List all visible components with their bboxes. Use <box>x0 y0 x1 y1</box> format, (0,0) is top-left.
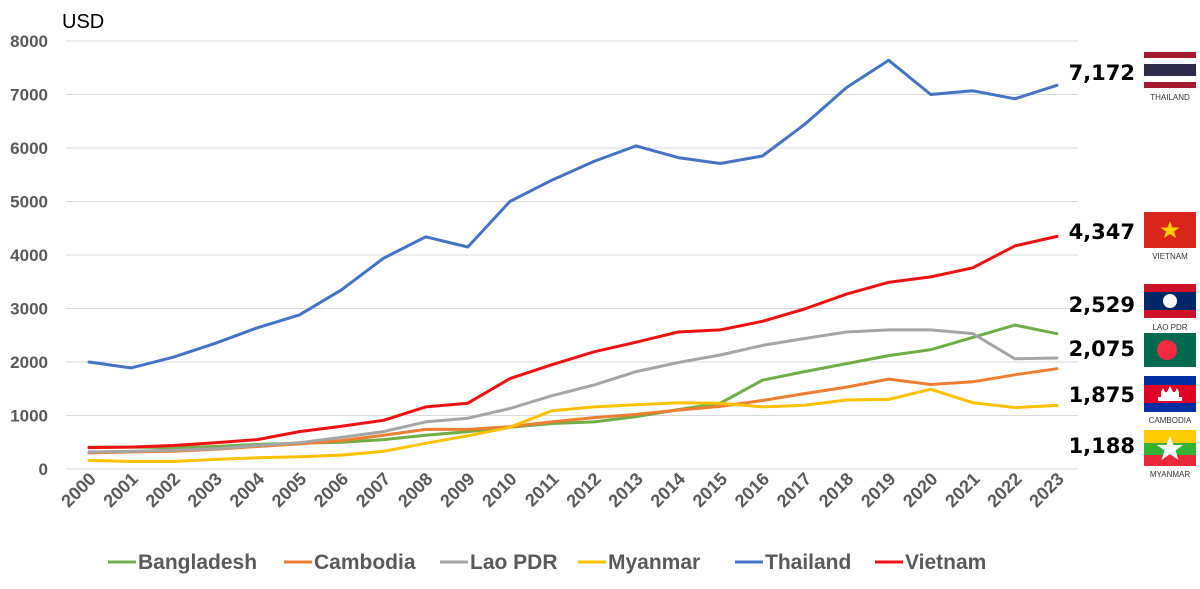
series-line-thailand <box>87 58 1059 370</box>
x-tick-label: 2001 <box>99 469 141 511</box>
legend-label: Myanmar <box>608 551 700 574</box>
series-line-myanmar <box>87 387 1059 463</box>
y-tick-label: 7000 <box>10 86 48 105</box>
legend-label: Lao PDR <box>470 551 558 574</box>
x-tick-label: 2013 <box>604 469 646 511</box>
series-line-bangladesh <box>87 323 1059 450</box>
thailand-flag-icon <box>1143 51 1197 89</box>
x-tick-label: 2002 <box>142 469 184 511</box>
legend-label: Bangladesh <box>138 551 257 574</box>
x-tick-label: 2014 <box>647 469 689 511</box>
x-axis: 2000 2001 2002 2003 2004 2005 2006 2007 2008 2009… <box>57 469 1067 511</box>
end-label-laos: 2,529 <box>1069 293 1135 317</box>
x-tick-label: 2015 <box>689 469 731 511</box>
series-line-vietnam <box>87 234 1059 450</box>
x-tick-label: 2019 <box>857 469 899 511</box>
y-axis: 0 1000 2000 3000 4000 5000 6000 7000 8000 <box>10 32 48 479</box>
flag-caption-myanmar: MYANMAR <box>1150 470 1191 479</box>
flag-caption-cambodia: CAMBODIA <box>1149 416 1192 425</box>
myanmar-flag-icon <box>1144 430 1196 466</box>
x-tick-label: 2008 <box>394 469 436 511</box>
plot-area <box>87 58 1059 463</box>
flag-caption-thailand: THAILAND <box>1150 93 1190 102</box>
x-tick-label: 2010 <box>478 469 520 511</box>
flag-caption-vietnam: VIETNAM <box>1152 252 1188 261</box>
y-tick-label: 4000 <box>10 246 48 265</box>
y-tick-label: 0 <box>39 460 48 479</box>
end-label-cambodia: 1,875 <box>1069 383 1135 407</box>
x-tick-label: 2023 <box>1025 469 1067 511</box>
end-label-bangladesh: 2,075 <box>1069 337 1135 361</box>
y-tick-label: 1000 <box>10 407 48 426</box>
x-tick-label: 2003 <box>184 469 226 511</box>
y-tick-label: 2000 <box>10 353 48 372</box>
vietnam-flag-icon <box>1144 212 1196 248</box>
laos-flag-icon <box>1144 284 1196 318</box>
legend-label: Thailand <box>765 551 851 574</box>
flag-caption-laos: LAO PDR <box>1152 323 1187 332</box>
series-line-lao-pdr <box>87 328 1059 454</box>
end-label-vietnam: 4,347 <box>1069 220 1135 244</box>
x-tick-label: 2006 <box>310 469 352 511</box>
legend: Bangladesh Cambodia Lao PDR Myanmar Thailand… <box>108 551 986 574</box>
x-tick-label: 2011 <box>521 469 563 511</box>
legend-label: Cambodia <box>314 551 416 574</box>
x-tick-label: 2017 <box>773 469 815 511</box>
x-tick-label: 2016 <box>731 469 773 511</box>
x-tick-label: 2018 <box>815 469 857 511</box>
end-label-myanmar: 1,188 <box>1069 434 1135 458</box>
x-tick-label: 2021 <box>941 469 983 511</box>
y-tick-label: 6000 <box>10 139 48 158</box>
x-tick-label: 2009 <box>436 469 478 511</box>
y-tick-label: 5000 <box>10 193 48 212</box>
y-tick-label: 8000 <box>10 32 48 51</box>
y-tick-label: 3000 <box>10 300 48 319</box>
x-tick-label: 2005 <box>268 469 310 511</box>
x-tick-label: 2004 <box>226 469 268 511</box>
y-axis-unit-label: USD <box>62 11 104 33</box>
gridlines <box>66 40 1078 470</box>
x-tick-label: 2007 <box>352 469 394 511</box>
x-tick-label: 2020 <box>899 469 941 511</box>
legend-label: Vietnam <box>905 551 986 574</box>
x-tick-label: 2000 <box>57 469 99 511</box>
bangladesh-flag-icon <box>1144 333 1196 367</box>
x-tick-label: 2012 <box>562 469 604 511</box>
x-tick-label: 2022 <box>983 469 1025 511</box>
end-label-thailand: 7,172 <box>1069 61 1135 85</box>
cambodia-flag-icon <box>1144 376 1196 412</box>
